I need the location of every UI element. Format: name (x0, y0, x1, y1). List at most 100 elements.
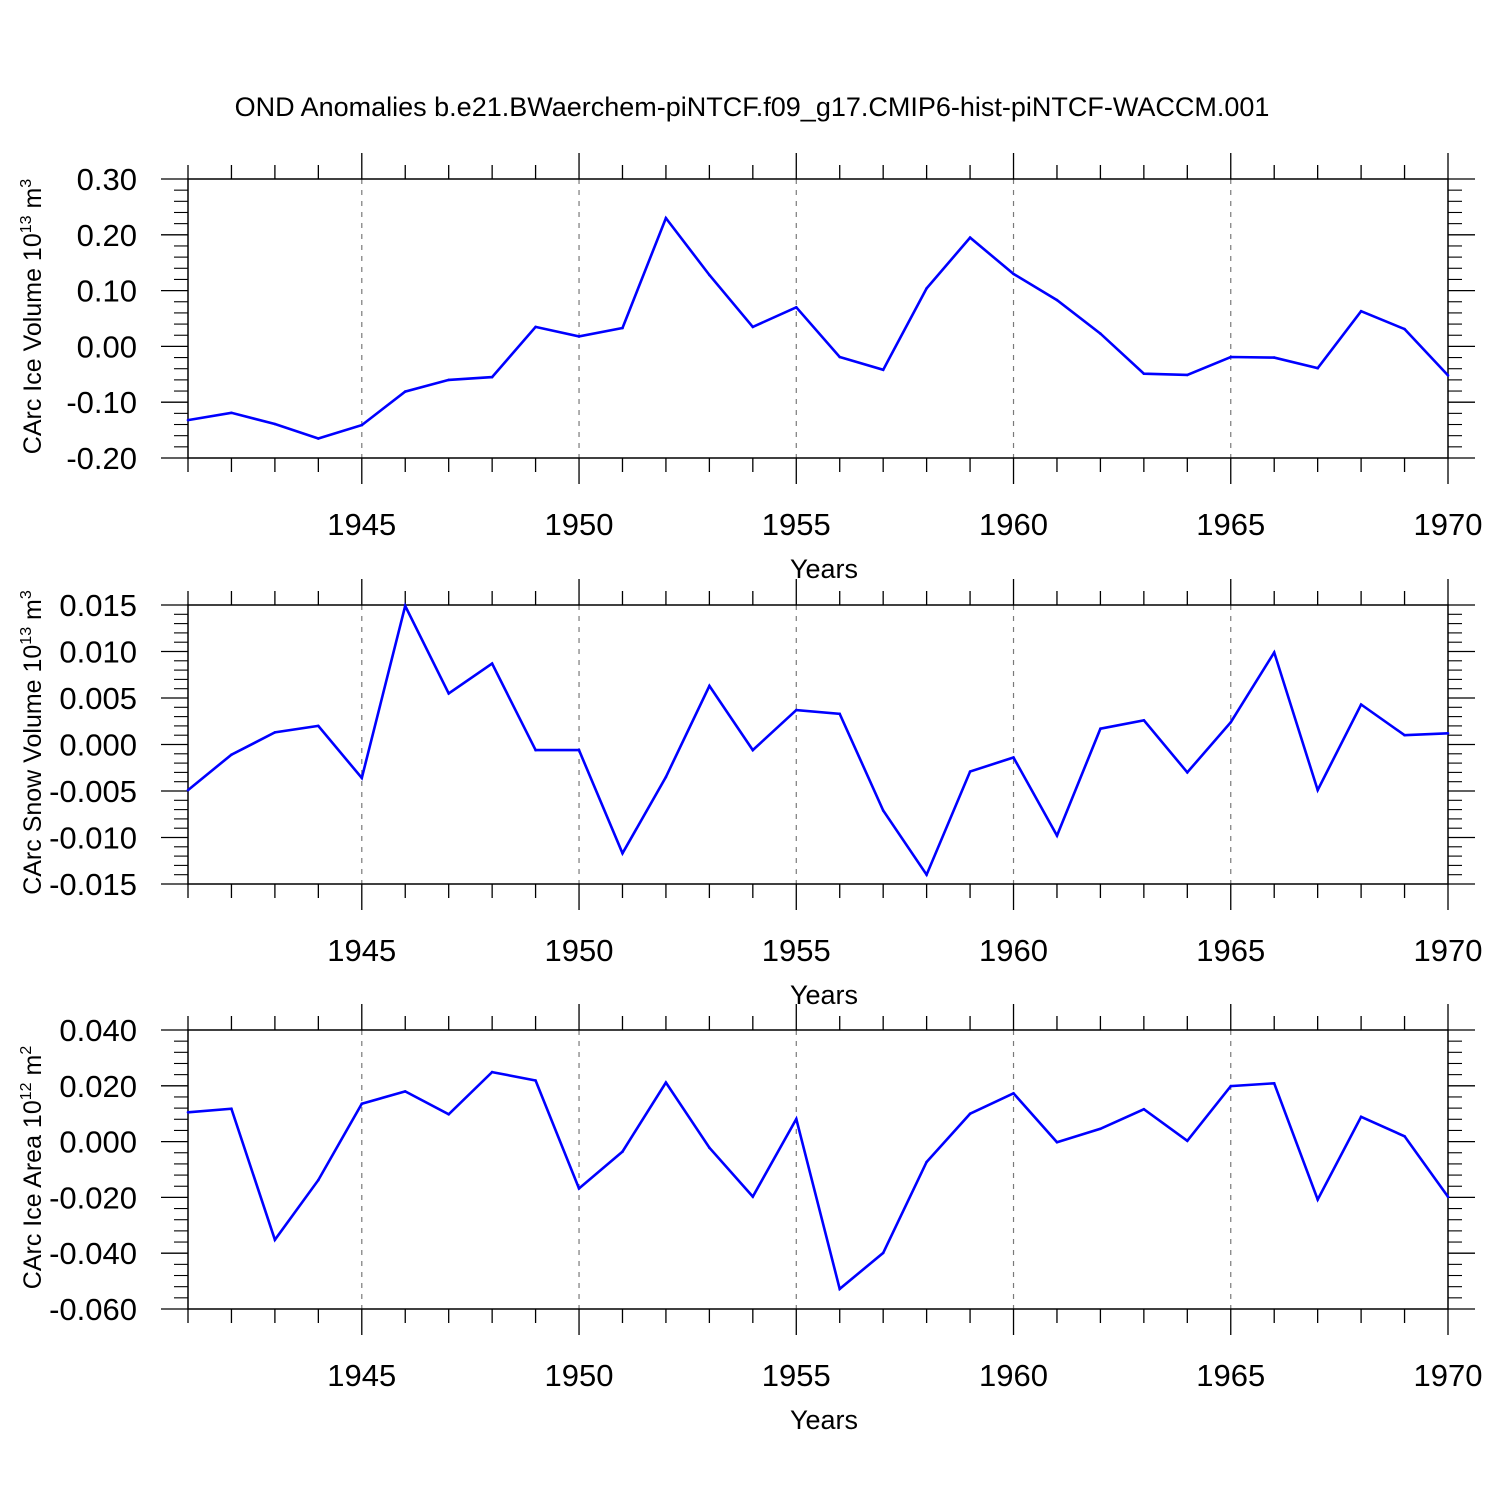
data-point-1960 (1012, 1092, 1015, 1095)
x-tick-label-1950: 1950 (545, 1358, 614, 1393)
x-tick-label-1970: 1970 (1414, 507, 1483, 542)
data-point-1969 (1403, 1135, 1406, 1138)
data-point-1964 (1186, 771, 1189, 774)
data-point-1950 (577, 1187, 581, 1190)
plot-frame (187, 178, 1449, 459)
data-point-1943 (273, 1238, 277, 1242)
y-tick-label-0.010: 0.010 (59, 635, 137, 670)
y-tick-label--0.005: -0.005 (49, 774, 137, 809)
y-tick-label--0.010: -0.010 (49, 821, 137, 856)
data-point-1948 (490, 375, 494, 379)
x-tick-label-1945: 1945 (327, 933, 396, 968)
data-point-1954 (751, 1195, 755, 1198)
y-tick-label-0.000: 0.000 (59, 728, 137, 763)
x-tick-label-1965: 1965 (1196, 507, 1265, 542)
data-point-1946 (403, 604, 407, 608)
data-point-1958 (925, 287, 928, 290)
data-point-1947 (447, 378, 451, 382)
data-point-1955 (795, 1117, 798, 1121)
data-point-1970 (1446, 732, 1450, 735)
x-axis-label: Years (790, 980, 858, 1010)
data-point-1958 (925, 873, 928, 876)
x-tick-label-1950: 1950 (545, 933, 614, 968)
x-tick-label-1945: 1945 (327, 1358, 396, 1393)
data-point-1953 (708, 273, 711, 277)
y-axis-label-prefix: CArc Snow Volume 10 (19, 645, 47, 895)
x-tick-label-1960: 1960 (979, 507, 1048, 542)
y-tick-label-0.20: 0.20 (77, 218, 137, 253)
data-point-1965 (1229, 720, 1233, 724)
y-tick-label--0.060: -0.060 (49, 1292, 137, 1327)
x-axis-label: Years (790, 1405, 858, 1435)
x-tick-label-1970: 1970 (1414, 1358, 1483, 1393)
data-point-1945 (360, 423, 364, 427)
x-tick-label-1955: 1955 (762, 507, 831, 542)
data-point-1947 (447, 692, 451, 695)
chart-title: OND Anomalies b.e21.BWaerchem-piNTCF.f09… (235, 92, 1270, 122)
data-point-1952 (664, 1081, 668, 1084)
y-axis-label-exp2: 3 (18, 590, 35, 599)
data-point-1963 (1142, 372, 1146, 376)
data-point-1964 (1186, 373, 1189, 377)
data-point-1941 (186, 788, 190, 792)
data-point-1951 (621, 326, 624, 330)
data-point-1948 (490, 1070, 494, 1074)
data-point-1944 (317, 724, 320, 728)
x-tick-label-1970: 1970 (1414, 933, 1483, 968)
data-point-1962 (1099, 727, 1102, 730)
data-point-1969 (1403, 733, 1406, 737)
data-point-1954 (751, 748, 755, 752)
data-point-1970 (1446, 1195, 1450, 1199)
y-tick-label-0.000: 0.000 (59, 1125, 137, 1160)
data-point-1945 (360, 1102, 364, 1105)
y-axis-label-exp1: 12 (18, 1082, 35, 1100)
data-point-1965 (1229, 355, 1233, 359)
data-point-1957 (881, 1251, 885, 1255)
series-line-ice-area (187, 1070, 1450, 1292)
y-axis-label-exp2: 2 (18, 1046, 35, 1055)
y-axis-label-prefix: CArc Ice Volume 10 (19, 233, 47, 454)
data-point-1962 (1099, 1127, 1102, 1131)
data-point-1951 (621, 852, 624, 855)
data-point-1967 (1316, 1198, 1319, 1201)
x-tick-label-1965: 1965 (1196, 1358, 1265, 1393)
data-point-1954 (751, 325, 755, 329)
data-point-1942 (230, 753, 233, 756)
y-axis-label-exp1: 13 (18, 215, 35, 233)
data-point-1946 (403, 390, 407, 393)
data-point-1966 (1272, 651, 1276, 654)
panel-ice-area: -0.060 -0.040 -0.020 0.000 0.020 0.040 1945 195… (18, 1004, 1482, 1435)
panel-ice-volume: -0.20 -0.10 0.00 0.10 0.20 0.30 1945 1950 1955 19… (18, 153, 1482, 584)
data-point-1963 (1142, 719, 1146, 722)
y-axis-label-mid: m (19, 188, 47, 216)
data-point-1955 (795, 708, 798, 712)
data-point-1960 (1012, 272, 1015, 276)
data-point-1952 (664, 216, 668, 220)
y-axis-label: CArc Ice Area 1012 m2 (18, 1046, 47, 1290)
data-point-1967 (1316, 788, 1319, 792)
x-tick-label-1960: 1960 (979, 933, 1048, 968)
y-axis-label: CArc Ice Volume 1013 m3 (18, 179, 47, 455)
data-point-1968 (1359, 1115, 1363, 1119)
y-tick-label-0.10: 0.10 (77, 274, 137, 309)
y-tick-label-0.30: 0.30 (77, 162, 137, 197)
data-point-1942 (230, 411, 233, 415)
y-tick-label--0.015: -0.015 (49, 867, 137, 902)
data-point-1961 (1055, 834, 1059, 837)
data-point-1959 (968, 236, 972, 239)
x-tick-label-1945: 1945 (327, 507, 396, 542)
data-point-1968 (1359, 703, 1363, 706)
data-point-1948 (490, 662, 494, 665)
data-point-1964 (1186, 1139, 1189, 1143)
data-point-1956 (838, 712, 841, 716)
data-point-1970 (1446, 374, 1450, 377)
y-tick-label--0.040: -0.040 (49, 1236, 137, 1271)
data-point-1949 (534, 1079, 537, 1082)
data-point-1949 (534, 748, 537, 752)
data-point-1966 (1272, 356, 1276, 359)
y-axis-label: CArc Snow Volume 1013 m3 (18, 590, 47, 895)
y-tick-label--0.20: -0.20 (66, 441, 137, 476)
data-point-1949 (534, 325, 537, 329)
